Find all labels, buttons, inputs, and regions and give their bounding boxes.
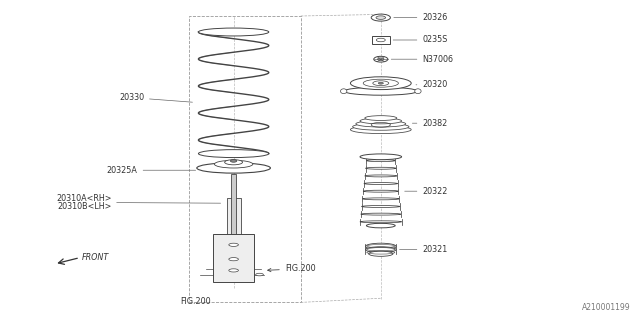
Text: 20321: 20321 [399,245,447,254]
Text: 20325A: 20325A [107,166,196,175]
Ellipse shape [366,160,395,162]
Text: FIG.200: FIG.200 [268,264,316,273]
Ellipse shape [344,87,417,95]
Text: 20310B<LH>: 20310B<LH> [58,202,112,211]
Text: 20322: 20322 [404,187,448,196]
Ellipse shape [360,154,402,160]
Text: 20382: 20382 [412,119,447,128]
FancyBboxPatch shape [212,234,255,282]
Ellipse shape [198,28,269,36]
Text: 20310A<RH>: 20310A<RH> [56,194,112,203]
Ellipse shape [365,243,396,250]
Text: 0235S: 0235S [393,36,448,44]
Ellipse shape [378,82,383,84]
Ellipse shape [360,118,402,124]
Ellipse shape [366,223,395,228]
Ellipse shape [415,89,421,93]
Ellipse shape [351,77,411,90]
Ellipse shape [363,190,398,192]
Text: 20320: 20320 [416,80,447,89]
Text: N37006: N37006 [391,55,453,64]
Ellipse shape [356,121,406,127]
Text: FIG.200: FIG.200 [180,297,211,306]
Ellipse shape [374,56,388,62]
Ellipse shape [365,175,397,177]
FancyBboxPatch shape [227,198,241,240]
Ellipse shape [225,160,243,165]
Ellipse shape [340,89,347,93]
Text: FRONT: FRONT [82,253,109,262]
Ellipse shape [376,16,385,19]
Ellipse shape [361,213,401,215]
Ellipse shape [229,243,239,246]
Ellipse shape [362,198,399,200]
Ellipse shape [198,150,269,157]
Ellipse shape [365,167,396,169]
FancyBboxPatch shape [232,174,236,240]
Text: 20330: 20330 [119,93,193,102]
Bar [189,16,301,302]
Text: 20326: 20326 [394,13,447,22]
Ellipse shape [229,269,239,272]
Ellipse shape [362,205,400,207]
Ellipse shape [365,116,397,121]
Ellipse shape [365,247,396,252]
Ellipse shape [197,163,270,173]
Ellipse shape [353,123,409,130]
Ellipse shape [360,221,402,223]
Ellipse shape [371,14,390,21]
Ellipse shape [214,160,253,168]
Ellipse shape [351,126,411,134]
Ellipse shape [364,183,397,185]
Ellipse shape [230,160,237,162]
Ellipse shape [378,58,384,60]
Ellipse shape [255,273,264,276]
FancyBboxPatch shape [372,36,390,44]
Text: A210001199: A210001199 [582,303,630,312]
Ellipse shape [229,258,239,261]
Ellipse shape [369,251,393,256]
